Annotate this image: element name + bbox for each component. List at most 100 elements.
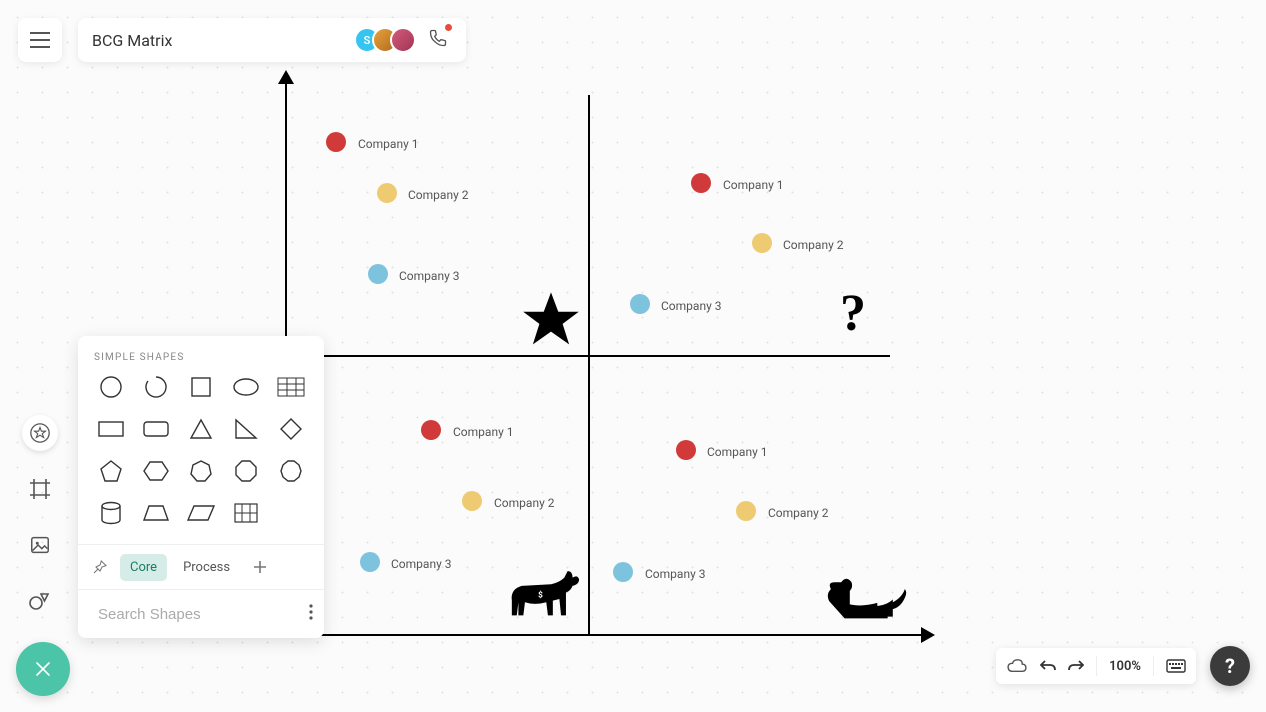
more-button[interactable] bbox=[305, 600, 317, 628]
pin-button[interactable] bbox=[86, 553, 114, 581]
close-panel-button[interactable] bbox=[16, 642, 70, 696]
shapes-tool-button[interactable] bbox=[22, 415, 58, 451]
mid-horizontal bbox=[324, 355, 890, 357]
svg-text:$: $ bbox=[538, 589, 543, 600]
shape-arc[interactable] bbox=[137, 373, 174, 401]
separator bbox=[1153, 656, 1154, 676]
shape-table[interactable] bbox=[273, 373, 310, 401]
help-icon: ? bbox=[1225, 654, 1235, 678]
shapes-combo-button[interactable] bbox=[22, 583, 58, 619]
shape-ellipse[interactable] bbox=[228, 373, 265, 401]
data-point-label: Company 1 bbox=[707, 445, 767, 459]
menu-button[interactable] bbox=[18, 18, 62, 62]
data-point-label: Company 3 bbox=[645, 567, 705, 581]
zoom-level[interactable]: 100% bbox=[1109, 659, 1141, 674]
x-axis bbox=[285, 634, 923, 636]
data-point[interactable] bbox=[326, 132, 346, 152]
data-point[interactable] bbox=[377, 183, 397, 203]
shapes-panel: SIMPLE SHAPES Core Process bbox=[78, 336, 324, 638]
undo-button[interactable] bbox=[1040, 659, 1056, 673]
plus-icon bbox=[253, 560, 267, 574]
shape-square[interactable] bbox=[182, 373, 219, 401]
data-point[interactable] bbox=[630, 294, 650, 314]
document-title[interactable]: BCG Matrix bbox=[92, 31, 354, 50]
data-point[interactable] bbox=[691, 173, 711, 193]
collaborator-avatars[interactable]: S bbox=[354, 27, 416, 53]
image-tool-button[interactable] bbox=[22, 527, 58, 563]
data-point[interactable] bbox=[752, 233, 772, 253]
shape-diamond[interactable] bbox=[273, 415, 310, 443]
data-point-label: Company 3 bbox=[391, 557, 451, 571]
frame-icon bbox=[28, 477, 52, 501]
y-axis-arrow bbox=[278, 70, 294, 84]
shape-grid4[interactable] bbox=[228, 499, 265, 527]
data-point[interactable] bbox=[676, 440, 696, 460]
data-point-label: Company 2 bbox=[408, 188, 468, 202]
frame-tool-button[interactable] bbox=[22, 471, 58, 507]
mid-vertical bbox=[588, 95, 590, 636]
bottom-right-toolbar: 100% bbox=[996, 648, 1196, 684]
call-button[interactable] bbox=[424, 24, 452, 56]
dog-icon bbox=[824, 570, 910, 634]
data-point[interactable] bbox=[421, 420, 441, 440]
data-point-label: Company 1 bbox=[358, 137, 418, 151]
question-mark-icon: ? bbox=[840, 284, 866, 343]
data-point-label: Company 1 bbox=[453, 425, 513, 439]
data-point[interactable] bbox=[368, 264, 388, 284]
data-point[interactable] bbox=[360, 552, 380, 572]
data-point-label: Company 3 bbox=[661, 299, 721, 313]
shapes-panel-header: SIMPLE SHAPES bbox=[78, 336, 324, 373]
image-icon bbox=[29, 534, 51, 556]
tab-process[interactable]: Process bbox=[173, 554, 240, 581]
hamburger-icon bbox=[30, 32, 50, 48]
notification-dot bbox=[445, 24, 452, 31]
shape-heptagon[interactable] bbox=[182, 457, 219, 485]
shape-trapezoid[interactable] bbox=[137, 499, 174, 527]
data-point-label: Company 2 bbox=[768, 506, 828, 520]
x-axis-arrow bbox=[921, 627, 935, 643]
add-tab-button[interactable] bbox=[246, 553, 274, 581]
shapes-search-input[interactable] bbox=[98, 606, 297, 623]
shape-pentagon[interactable] bbox=[92, 457, 129, 485]
data-point[interactable] bbox=[462, 491, 482, 511]
shapes-combo-icon bbox=[28, 589, 52, 613]
shape-empty bbox=[273, 499, 310, 527]
keyboard-button[interactable] bbox=[1166, 659, 1186, 673]
data-point-label: Company 2 bbox=[494, 496, 554, 510]
shape-octagon[interactable] bbox=[228, 457, 265, 485]
left-toolbar bbox=[22, 415, 58, 619]
pin-icon bbox=[92, 559, 108, 575]
close-icon bbox=[34, 660, 52, 678]
data-point-label: Company 3 bbox=[399, 269, 459, 283]
redo-button[interactable] bbox=[1068, 659, 1084, 673]
shape-right-triangle[interactable] bbox=[228, 415, 265, 443]
help-button[interactable]: ? bbox=[1210, 646, 1250, 686]
redo-icon bbox=[1068, 659, 1084, 673]
shapes-tabs: Core Process bbox=[78, 544, 324, 589]
shape-rectangle[interactable] bbox=[92, 415, 129, 443]
undo-icon bbox=[1040, 659, 1056, 673]
cloud-sync-button[interactable] bbox=[1006, 658, 1028, 674]
shapes-grid bbox=[78, 373, 324, 527]
keyboard-icon bbox=[1166, 659, 1186, 673]
shape-decagon[interactable] bbox=[273, 457, 310, 485]
shape-circle[interactable] bbox=[92, 373, 129, 401]
cloud-icon bbox=[1006, 658, 1028, 674]
shape-triangle[interactable] bbox=[182, 415, 219, 443]
cash-cow-icon: $ bbox=[502, 566, 584, 632]
more-vertical-icon bbox=[309, 604, 313, 620]
shape-parallelogram[interactable] bbox=[182, 499, 219, 527]
shape-hexagon[interactable] bbox=[137, 457, 174, 485]
phone-icon bbox=[428, 28, 448, 48]
data-point[interactable] bbox=[613, 562, 633, 582]
shapes-search-row bbox=[78, 589, 324, 638]
shapes-star-icon bbox=[29, 422, 51, 444]
shape-cylinder[interactable] bbox=[92, 499, 129, 527]
separator bbox=[1096, 656, 1097, 676]
data-point[interactable] bbox=[736, 501, 756, 521]
avatar[interactable] bbox=[390, 27, 416, 53]
shape-rounded-rect[interactable] bbox=[137, 415, 174, 443]
document-title-bar: BCG Matrix S bbox=[78, 18, 466, 62]
data-point-label: Company 1 bbox=[723, 178, 783, 192]
tab-core[interactable]: Core bbox=[120, 554, 167, 581]
